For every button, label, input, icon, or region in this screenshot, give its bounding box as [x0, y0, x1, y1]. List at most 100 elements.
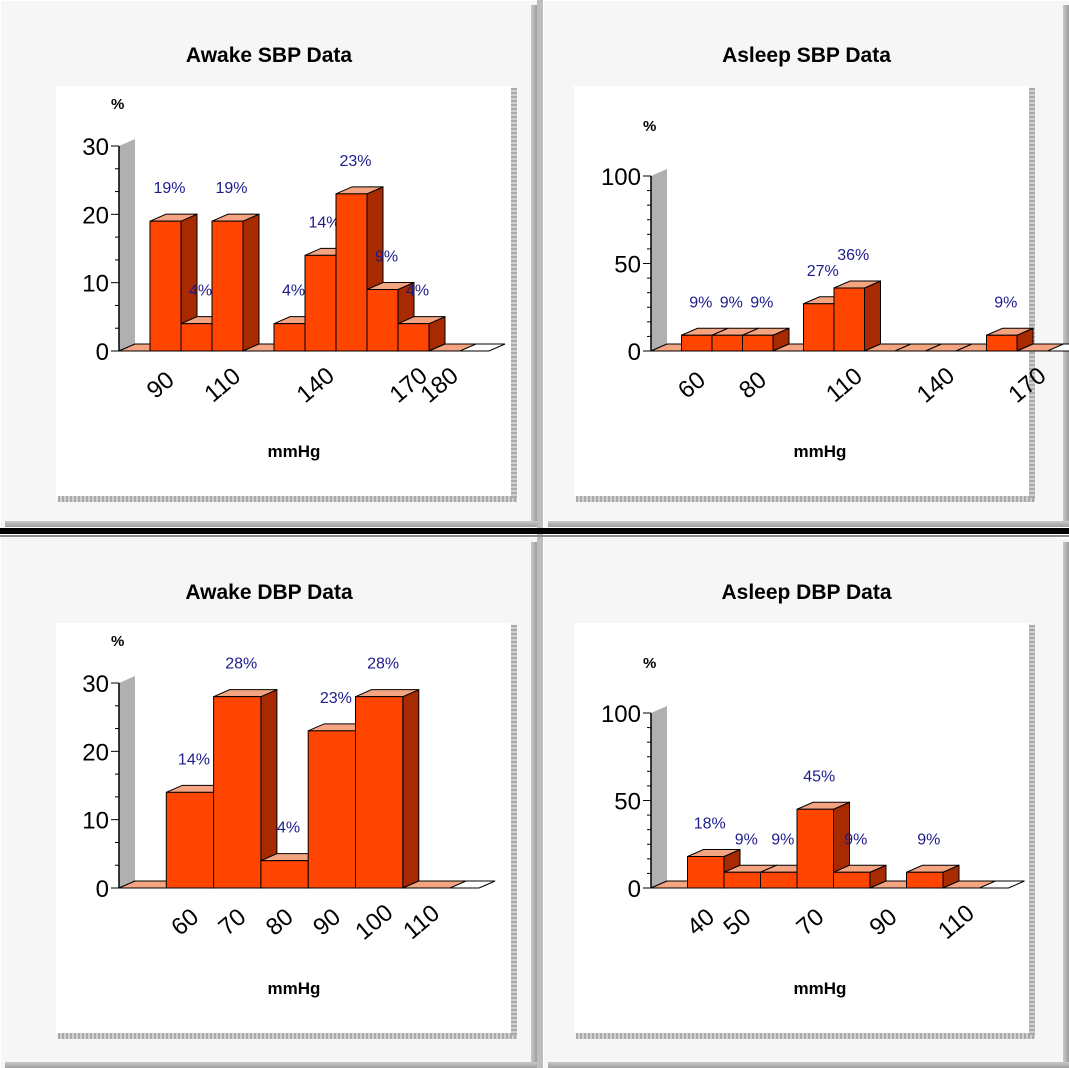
data-label: 14%: [178, 751, 210, 768]
y-tick-label: 30: [82, 671, 109, 698]
chart-title: Asleep SBP Data: [722, 44, 891, 67]
x-tick-label: 170: [1003, 362, 1051, 408]
bar: [355, 688, 420, 889]
y-tick-label: 50: [614, 789, 641, 816]
chart-svg: 0102030%19%904%19%1104%14%14023%9%4%1701…: [82, 96, 506, 461]
bar: [742, 327, 790, 352]
y-tick-label: 0: [628, 339, 641, 366]
chart-title: Awake DBP Data: [185, 581, 353, 604]
y-axis-wall: [119, 676, 135, 888]
bar-front: [273, 323, 306, 352]
bar-front: [213, 696, 262, 889]
chart-svg: 0 50 100% 9% 60 9% 9% 80 27%36% 110 140 9% 170 mmHg: [601, 118, 1069, 461]
x-tick-label: 70: [792, 903, 830, 941]
vertical-divider: [537, 0, 543, 1068]
data-label: 9%: [375, 249, 398, 266]
data-label: 19%: [215, 180, 247, 197]
y-tick-label: 0: [96, 876, 109, 903]
bar: [942, 880, 996, 889]
y-tick-label: 0: [628, 876, 641, 903]
x-tick-label: 180: [416, 362, 464, 408]
bar-front: [906, 871, 944, 889]
y-tick-label: 0: [96, 339, 109, 366]
y-tick-label: 100: [601, 701, 641, 728]
bar-front: [149, 220, 182, 352]
bar-front: [681, 334, 713, 352]
data-label: 27%: [807, 263, 839, 280]
chart-title: Awake SBP Data: [185, 44, 353, 67]
y-tick-label: 10: [82, 808, 109, 835]
x-tick-label: 90: [865, 903, 903, 941]
data-label: 18%: [694, 816, 726, 833]
y-tick-label: 20: [82, 739, 109, 766]
x-tick-label: 90: [142, 366, 180, 404]
x-tick-label: 50: [719, 903, 757, 941]
data-label: 19%: [153, 180, 185, 197]
bar-front: [803, 303, 835, 352]
data-label: 23%: [339, 153, 371, 170]
data-label: 9%: [771, 831, 794, 848]
bar: [1016, 343, 1064, 352]
bar-front: [742, 334, 774, 352]
y-tick-label: 100: [601, 164, 641, 191]
x-tick-label: 80: [261, 903, 299, 941]
bar: [213, 688, 278, 889]
y-axis-wall: [651, 706, 667, 888]
data-label: 28%: [225, 656, 257, 673]
data-label: 9%: [917, 831, 940, 848]
data-label: 14%: [308, 214, 340, 231]
x-tick-label: 40: [682, 903, 720, 941]
bar-front: [760, 871, 798, 889]
bar-front: [180, 323, 213, 352]
bar-front: [211, 220, 244, 352]
y-axis-label: %: [643, 118, 656, 135]
x-tick-label: 140: [912, 362, 960, 408]
data-label: 28%: [367, 656, 399, 673]
bar-front: [307, 730, 357, 889]
bar: [149, 213, 198, 352]
x-tick-label: 70: [214, 903, 252, 941]
bar: [211, 213, 260, 352]
chart-panel-awake-dbp: Awake DBP Data 0 10 20 30% 14% 60 28% 70 4% 80 23%…: [0, 537, 537, 1068]
x-tick-label: 110: [933, 900, 980, 945]
data-label: 36%: [837, 247, 869, 264]
bar-front: [260, 860, 309, 889]
x-tick-label: 140: [292, 362, 340, 408]
bar: [428, 343, 477, 352]
x-tick-label: 110: [821, 363, 868, 408]
x-tick-label: 80: [734, 366, 772, 404]
bar-front: [355, 696, 404, 889]
bar-front: [723, 871, 761, 889]
bar-zero: [942, 880, 996, 889]
x-axis-label: mmHg: [794, 979, 847, 998]
x-tick-label: 60: [166, 903, 204, 941]
plot-area: [574, 86, 1035, 502]
x-axis-label: mmHg: [268, 979, 321, 998]
x-tick-label: 60: [673, 366, 711, 404]
chart-svg: 0 10 20 30% 14% 60 28% 70 4% 80 23% 90 28% 100 110 mmHg: [82, 633, 496, 998]
bar-front: [397, 323, 430, 352]
x-tick-label: 90: [308, 903, 346, 941]
y-axis-label: %: [111, 633, 124, 650]
y-axis-wall: [651, 169, 667, 351]
y-axis-wall: [119, 139, 135, 351]
bar-front: [165, 791, 215, 889]
y-tick-label: 20: [82, 202, 109, 229]
bar-front: [796, 808, 834, 889]
bar-front: [986, 334, 1018, 352]
bar-front: [833, 871, 871, 889]
y-tick-label: 50: [614, 252, 641, 279]
bar-front: [711, 334, 743, 352]
data-label: 4%: [406, 283, 429, 300]
bar: [397, 315, 446, 352]
y-axis-label: %: [643, 655, 656, 672]
x-axis-label: mmHg: [268, 442, 321, 461]
data-label: 9%: [720, 294, 743, 311]
data-label: 9%: [689, 294, 712, 311]
x-tick-label: 110: [199, 363, 246, 408]
bar-side: [402, 688, 420, 889]
bar-zero: [428, 343, 477, 352]
bar-front: [833, 287, 865, 352]
bar-zero: [402, 880, 467, 889]
data-label: 9%: [735, 831, 758, 848]
